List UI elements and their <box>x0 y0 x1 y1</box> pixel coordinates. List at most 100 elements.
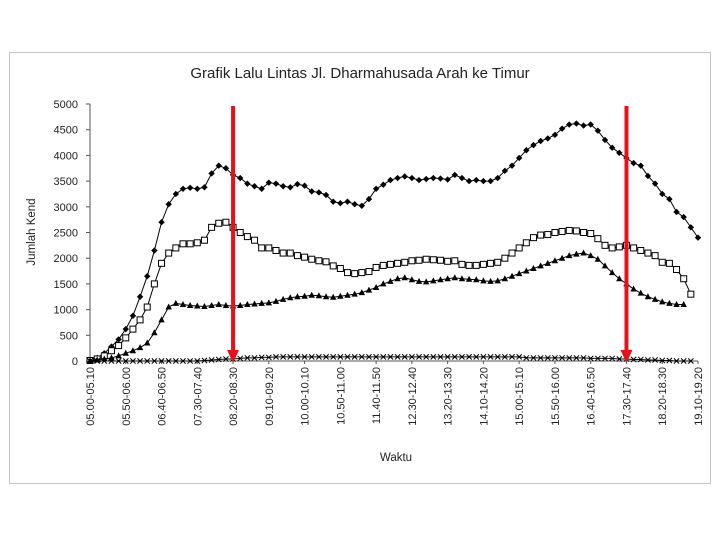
series-2-point <box>358 269 366 277</box>
series-1-point <box>144 272 151 280</box>
series-3-point <box>194 302 201 309</box>
series-3-point <box>587 252 594 259</box>
series-2-point <box>200 236 208 244</box>
series-2-point <box>644 249 652 257</box>
x-tick-label: 19.10-19.20 <box>693 367 705 426</box>
series-1-point <box>458 174 466 182</box>
series-3-point <box>644 293 652 300</box>
series-1-point <box>659 190 666 198</box>
series-1-point <box>387 176 394 184</box>
series-2-point <box>515 244 523 252</box>
series-2-point <box>208 223 216 231</box>
series-4-point <box>544 354 551 361</box>
series-4-point <box>129 358 136 364</box>
series-2-point <box>129 325 137 333</box>
series-2-point <box>558 227 566 235</box>
series-1-point <box>487 177 494 185</box>
series-4-point <box>237 355 244 362</box>
x-tick-label: 10.50-11.00 <box>335 367 347 425</box>
series-4-point <box>151 358 158 364</box>
series-1-point <box>651 180 659 187</box>
series-1-point <box>380 181 387 188</box>
y-tick-label: 500 <box>60 330 78 342</box>
series-3-point <box>322 293 330 300</box>
series-3-point <box>337 292 344 299</box>
series-4-point <box>487 353 494 360</box>
series-4-point <box>451 353 458 360</box>
series-4-point <box>501 353 508 360</box>
series-4-point <box>387 353 394 360</box>
series-4-point <box>158 358 165 364</box>
series-2-point <box>529 234 537 242</box>
series-3-point <box>637 289 644 296</box>
series-3-point <box>186 301 194 308</box>
x-tick-label: 09.10-09.20 <box>264 367 276 426</box>
series-1-point <box>415 176 423 184</box>
series-2-point <box>215 219 223 227</box>
series-1-point <box>301 182 308 189</box>
series-2-point <box>637 246 645 254</box>
series-4-point <box>423 353 430 360</box>
x-tick-label: 14.10-14.20 <box>478 367 490 426</box>
series-4-point <box>437 353 444 360</box>
series-1-point <box>186 184 194 191</box>
series-4-point <box>215 356 222 363</box>
series-2-point <box>537 231 545 239</box>
series-4-point <box>358 353 365 360</box>
series-1-point <box>258 185 265 193</box>
series-2-point <box>587 230 595 238</box>
series-4-point <box>530 354 537 361</box>
series-3-point <box>523 267 530 274</box>
x-axis-label: Waktu <box>380 452 412 464</box>
series-3-point <box>616 275 623 282</box>
series-3-point <box>651 295 659 302</box>
series-3-point <box>422 278 430 285</box>
series-1-point <box>437 175 444 182</box>
series-4-point <box>509 353 515 360</box>
series-1-point <box>294 180 301 188</box>
series-2-point <box>572 227 580 235</box>
series-1-point <box>601 136 609 144</box>
series-3-point <box>136 344 144 351</box>
series-1-point <box>580 122 587 129</box>
series-1-point <box>365 195 373 203</box>
series-3-point <box>172 299 180 306</box>
series-3-point <box>222 301 230 308</box>
series-1-point <box>444 176 451 183</box>
series-1-point <box>194 185 201 193</box>
series-1-point <box>208 170 215 177</box>
x-tick-label: 15.00-15.10 <box>514 367 526 426</box>
series-1-point <box>244 180 251 187</box>
series-1-point <box>358 202 366 209</box>
series-3-point <box>294 293 301 300</box>
series-3-point <box>480 277 487 284</box>
series-2-point <box>422 255 430 263</box>
series-3-point <box>680 300 687 307</box>
series-1-point <box>315 189 323 196</box>
series-1-point <box>172 190 180 198</box>
series-2-point <box>408 257 416 265</box>
x-tick-label: 18.20-18.30 <box>657 367 669 426</box>
series-1-point <box>308 188 315 195</box>
series-3-point <box>208 301 215 308</box>
series-3-point <box>179 300 187 307</box>
series-2-point <box>630 244 638 252</box>
series-2-point <box>651 252 659 260</box>
series-4-point <box>602 355 608 362</box>
series-4-point <box>187 358 194 364</box>
series-3-point <box>358 289 366 296</box>
series-4-point <box>523 354 530 361</box>
series-3-point <box>544 259 551 266</box>
series-1-point <box>687 224 695 231</box>
series-1-point <box>594 127 602 134</box>
series-2-point <box>172 244 180 252</box>
series-4-point <box>408 353 415 360</box>
series-2-point <box>565 226 573 234</box>
series-2-point <box>544 231 552 239</box>
series-3-point <box>465 275 473 282</box>
series-1-point <box>344 198 351 205</box>
series-4-point <box>201 357 208 364</box>
series-4-point <box>165 358 172 364</box>
series-1-point <box>544 135 551 142</box>
x-tick-label: 15.50-16.00 <box>550 367 562 426</box>
